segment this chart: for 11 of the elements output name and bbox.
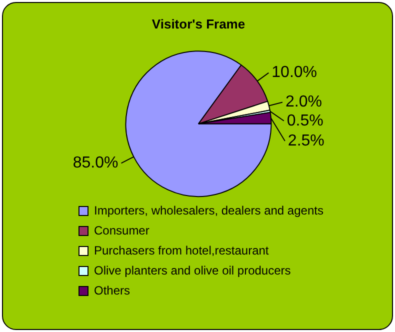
legend-label: Importers, wholesalers, dealers and agents: [94, 203, 324, 218]
legend-label: Olive planters and olive oil producers: [94, 263, 291, 278]
legend-label: Purchasers from hotel,restaurant: [94, 243, 270, 258]
chart-title: Visitor's Frame: [152, 16, 246, 32]
data-label: 0.5%: [286, 112, 324, 130]
data-label: 85.0%: [72, 154, 118, 172]
legend-label: Others: [94, 283, 130, 298]
data-label: 10.0%: [272, 64, 318, 82]
data-label: 2.0%: [285, 94, 322, 111]
data-label: 2.5%: [288, 132, 324, 150]
legend-label: Consumer: [94, 223, 150, 238]
